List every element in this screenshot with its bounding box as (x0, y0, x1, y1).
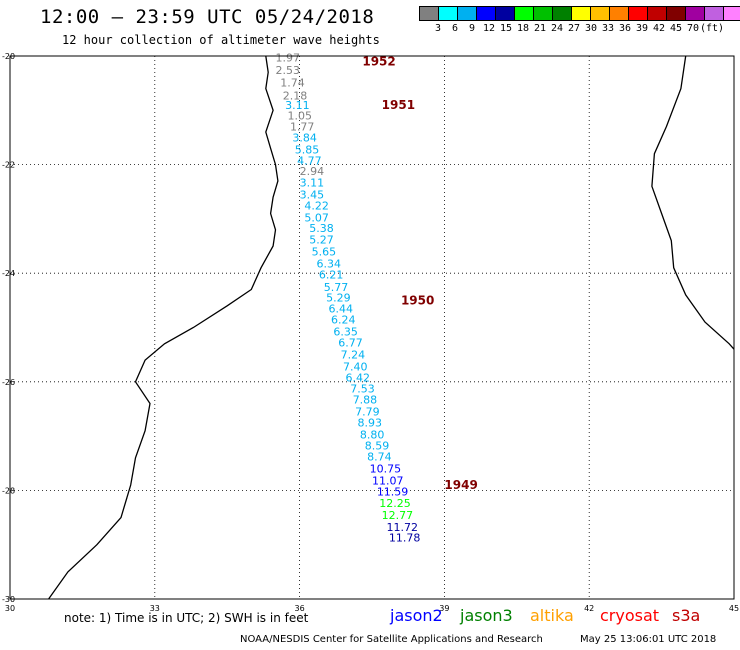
wave-height-label: 12.77 (382, 509, 414, 522)
legend-tick: 18 (516, 23, 530, 34)
map-subtitle: 12 hour collection of altimeter wave hei… (62, 33, 380, 47)
wave-height-label: 6.77 (338, 337, 363, 350)
legend-tick: 45 (669, 23, 683, 34)
wave-height-label: 8.93 (358, 417, 383, 430)
legend-tick: 15 (499, 23, 513, 34)
wave-height-label: 2.18 (283, 90, 308, 103)
satellite-label-altika: altika (530, 606, 574, 625)
wave-height-label: 7.79 (355, 406, 380, 419)
y-tick-label: -28 (2, 486, 15, 495)
pass-number-label: 1952 (362, 54, 395, 68)
map-frame (9, 55, 735, 600)
wave-height-label: 8.74 (367, 451, 392, 464)
legend-tick: 3 (434, 23, 442, 34)
map-axes: 30 33 36 39 42 45 -20 -22 -24 -26 -28 -30 (2, 52, 739, 613)
wave-height-label: 10.75 (370, 463, 402, 476)
legend-tick: 24 (550, 23, 564, 34)
wave-height-label: 11.78 (389, 532, 421, 545)
wave-height-label: 5.65 (312, 245, 337, 258)
coastline (48, 55, 735, 600)
legend-tick: 9 (468, 23, 476, 34)
satellite-label-s3a: s3a (672, 606, 701, 625)
wave-height-label: 8.80 (360, 428, 385, 441)
legend-tick: 36 (618, 23, 632, 34)
wave-height-label: 5.77 (324, 281, 349, 294)
satellite-label-jason2: jason2 (390, 606, 443, 625)
wave-height-label: 5.27 (309, 234, 334, 247)
pass-labels: 1952 1951 1950 1949 (362, 54, 477, 492)
x-tick-label: 33 (150, 604, 160, 613)
wave-height-label: 6.42 (345, 371, 370, 384)
x-tick-label: 39 (439, 604, 449, 613)
x-tick-label: 30 (5, 604, 15, 613)
satellite-label-jason3: jason3 (460, 606, 513, 625)
wave-height-label: 6.44 (329, 302, 354, 315)
wave-height-label: 11.07 (372, 475, 404, 488)
legend-tick: 70 (686, 23, 700, 34)
map-title: 12:00 – 23:59 UTC 05/24/2018 (40, 6, 375, 28)
color-legend: 3 6 9 12 15 18 21 24 27 30 33 36 39 42 45 70 (ft) (419, 6, 740, 37)
wave-height-label: 11.59 (377, 485, 409, 498)
pass-number-label: 1950 (401, 293, 434, 307)
wave-height-label: 6.35 (333, 325, 358, 338)
wave-height-label: 1.05 (288, 110, 313, 123)
x-tick-label: 42 (584, 604, 594, 613)
footer-credit: NOAA/NESDIS Center for Satellite Applica… (240, 634, 543, 645)
y-tick-label: -30 (2, 595, 15, 604)
wave-height-label: 7.40 (343, 361, 368, 374)
wave-height-label: 5.29 (326, 292, 351, 305)
wave-height-label: 7.53 (350, 382, 375, 395)
africa-coastline (48, 55, 279, 600)
wave-height-label: 1.77 (290, 121, 315, 134)
wave-height-label: 2.53 (275, 64, 300, 77)
wave-height-label: 11.72 (386, 521, 418, 534)
map-grid (9, 55, 735, 600)
wave-height-label: 1.74 (280, 77, 305, 90)
legend-tick: 12 (482, 23, 496, 34)
legend-tick: 30 (584, 23, 598, 34)
footer-timestamp: May 25 13:06:01 UTC 2018 (580, 634, 717, 645)
y-tick-label: -22 (2, 161, 15, 170)
wave-height-label: 5.85 (295, 143, 320, 156)
wave-height-label: 4.77 (297, 154, 322, 167)
legend-ticks: 3 6 9 12 15 18 21 24 27 30 33 36 39 42 45 70 (ft) (420, 23, 740, 37)
legend-tick: 6 (451, 23, 459, 34)
y-tick-label: -20 (2, 52, 15, 61)
wave-height-label: 6.21 (319, 268, 344, 281)
map-note: note: 1) Time is in UTC; 2) SWH is in fe… (64, 611, 309, 625)
wave-height-label: 3.11 (300, 177, 325, 190)
x-tick-label: 36 (295, 604, 305, 613)
pass-number-label: 1949 (444, 478, 477, 492)
wave-height-label: 7.24 (341, 349, 366, 362)
wave-height-label: 5.38 (309, 222, 334, 235)
legend-swatch (723, 6, 740, 21)
wave-height-label: 3.45 (300, 188, 325, 201)
pass-number-label: 1951 (382, 98, 415, 112)
legend-tick: 27 (567, 23, 581, 34)
madagascar-coastline (651, 55, 735, 350)
wave-height-label: 6.34 (316, 257, 341, 270)
legend-unit: (ft) (699, 23, 725, 34)
wave-height-label: 1.97 (275, 52, 300, 65)
wave-height-observations: 1.972.531.742.183.111.051.773.845.854.77… (275, 52, 420, 545)
wave-height-label: 12.25 (379, 497, 411, 510)
y-tick-label: -24 (2, 269, 15, 278)
wave-height-label: 5.07 (304, 211, 329, 224)
wave-height-label: 3.84 (292, 131, 317, 144)
y-tick-label: -26 (2, 378, 15, 387)
legend-tick: 39 (635, 23, 649, 34)
legend-swatches (419, 6, 740, 21)
wave-height-label: 3.11 (285, 99, 310, 112)
wave-height-label: 6.24 (331, 313, 356, 326)
wave-height-label: 7.88 (353, 394, 378, 407)
legend-tick: 33 (601, 23, 615, 34)
wave-height-label: 2.94 (300, 165, 325, 178)
wave-height-label: 4.22 (304, 199, 329, 212)
legend-tick: 42 (652, 23, 666, 34)
satellite-label-cryosat: cryosat (600, 606, 660, 625)
legend-tick: 21 (533, 23, 547, 34)
x-tick-label: 45 (729, 604, 739, 613)
wave-height-label: 8.59 (365, 439, 390, 452)
